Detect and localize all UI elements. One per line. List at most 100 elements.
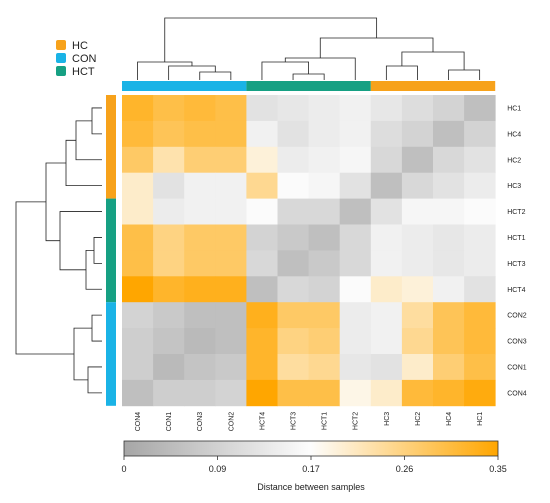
heatmap-cell bbox=[122, 198, 154, 225]
heatmap-cell bbox=[277, 172, 309, 199]
heatmap-cell bbox=[308, 328, 341, 355]
heatmap-cell bbox=[464, 224, 496, 251]
row-label: HCT4 bbox=[507, 287, 525, 294]
heatmap-cell bbox=[153, 172, 185, 199]
heatmap-cell bbox=[433, 328, 465, 355]
row-label: HCT1 bbox=[507, 235, 525, 242]
dendrogram-link bbox=[59, 211, 102, 271]
dendrogram-link bbox=[87, 366, 102, 394]
heatmap-cell bbox=[122, 146, 154, 174]
heatmap-cell bbox=[184, 224, 216, 251]
row-label: CON3 bbox=[507, 339, 527, 346]
heatmap-cell bbox=[308, 172, 341, 199]
heatmap-cell bbox=[433, 250, 465, 277]
heatmap-cell bbox=[122, 354, 154, 381]
row-label: HCT2 bbox=[507, 209, 525, 216]
heatmap-cell bbox=[277, 120, 309, 148]
heatmap-cell bbox=[370, 379, 403, 407]
heatmap-cell bbox=[246, 302, 278, 329]
heatmap-cell bbox=[153, 276, 185, 303]
heatmap-cell bbox=[308, 276, 341, 303]
heatmap-cell bbox=[246, 276, 278, 303]
row-label: CON1 bbox=[507, 364, 527, 371]
heatmap-cell bbox=[122, 250, 154, 277]
heatmap-cell bbox=[339, 354, 372, 381]
color-scale-tick-label: 0.26 bbox=[396, 464, 414, 474]
dendrogram-link bbox=[91, 314, 102, 342]
heatmap-cell bbox=[277, 276, 309, 303]
row-label: HC4 bbox=[507, 131, 521, 138]
heatmap-cell bbox=[246, 146, 278, 174]
heatmap-cell bbox=[184, 328, 216, 355]
heatmap-cell bbox=[339, 379, 372, 407]
heatmap-cell bbox=[153, 224, 185, 251]
heatmap-cell bbox=[464, 276, 496, 303]
heatmap-cell bbox=[370, 146, 403, 174]
row-label: CON2 bbox=[507, 313, 527, 320]
heatmap-cell bbox=[401, 328, 434, 355]
dendrogram-link bbox=[65, 139, 102, 187]
heatmap-cell bbox=[153, 379, 185, 407]
color-scale-tick-label: 0.35 bbox=[489, 464, 507, 474]
column-label: CON1 bbox=[166, 412, 173, 432]
heatmap-cell bbox=[433, 120, 465, 148]
heatmap-cell bbox=[464, 95, 496, 122]
heatmap-cell bbox=[401, 354, 434, 381]
row-label: HC1 bbox=[507, 105, 521, 112]
heatmap-cell bbox=[277, 302, 309, 329]
heatmap-cell bbox=[215, 302, 247, 329]
legend-swatch-con bbox=[56, 53, 66, 63]
dendrogram-link bbox=[137, 61, 193, 80]
heatmap-cell bbox=[433, 146, 465, 174]
heatmap-cell bbox=[184, 172, 216, 199]
heatmap-cell bbox=[215, 354, 247, 381]
heatmap-cell bbox=[122, 328, 154, 355]
heatmap-cell bbox=[308, 198, 341, 225]
heatmap-cell bbox=[433, 224, 465, 251]
heatmap-cell bbox=[308, 120, 341, 148]
heatmap-cell bbox=[339, 224, 372, 251]
heatmap-cell bbox=[215, 276, 247, 303]
heatmap-cell bbox=[184, 302, 216, 329]
heatmap-cell bbox=[339, 120, 372, 148]
heatmap-cell bbox=[215, 120, 247, 148]
heatmap-cell bbox=[370, 224, 403, 251]
heatmap-cell bbox=[184, 379, 216, 407]
heatmap-cell bbox=[277, 379, 309, 407]
heatmap-cell bbox=[370, 120, 403, 148]
heatmap-cell bbox=[153, 250, 185, 277]
dendrogram-link bbox=[319, 37, 434, 58]
heatmap-cell bbox=[153, 120, 185, 148]
heatmap-cell bbox=[339, 250, 372, 277]
legend-swatch-hc bbox=[56, 40, 66, 50]
heatmap-cell bbox=[339, 328, 372, 355]
heatmap-cell bbox=[184, 198, 216, 225]
heatmap-cell bbox=[246, 250, 278, 277]
heatmap-cell bbox=[370, 250, 403, 277]
color-scale-tick-label: 0.17 bbox=[302, 464, 320, 474]
heatmap-cell bbox=[401, 250, 434, 277]
heatmap-cell bbox=[246, 354, 278, 381]
column-group-segment bbox=[370, 81, 496, 91]
row-labels: HC1 HC4 HC2 HC3 HCT2 HCT1 HCT3 HCT4 CON2 CON3 CON1… bbox=[507, 105, 527, 397]
heatmap-cell bbox=[184, 250, 216, 277]
dendrogram-link bbox=[199, 71, 232, 80]
column-group-bar bbox=[122, 81, 496, 91]
heatmap-cell bbox=[277, 250, 309, 277]
heatmap-cell bbox=[339, 198, 372, 225]
heatmap-cell bbox=[308, 302, 341, 329]
heatmap-cell bbox=[246, 172, 278, 199]
color-scale-label: Distance between samples bbox=[257, 482, 365, 492]
row-label: HCT3 bbox=[507, 261, 525, 268]
dendrogram-link bbox=[401, 51, 465, 70]
column-label: HC3 bbox=[384, 412, 391, 426]
heatmap-cell bbox=[370, 354, 403, 381]
heatmap-cell bbox=[370, 172, 403, 199]
heatmap-cell bbox=[401, 172, 434, 199]
heatmap-cell bbox=[464, 354, 496, 381]
heatmap-cell bbox=[308, 95, 341, 122]
dendrogram-link bbox=[284, 57, 356, 80]
legend-label-hc: HC bbox=[72, 40, 88, 52]
dendrogram-link bbox=[15, 201, 74, 355]
